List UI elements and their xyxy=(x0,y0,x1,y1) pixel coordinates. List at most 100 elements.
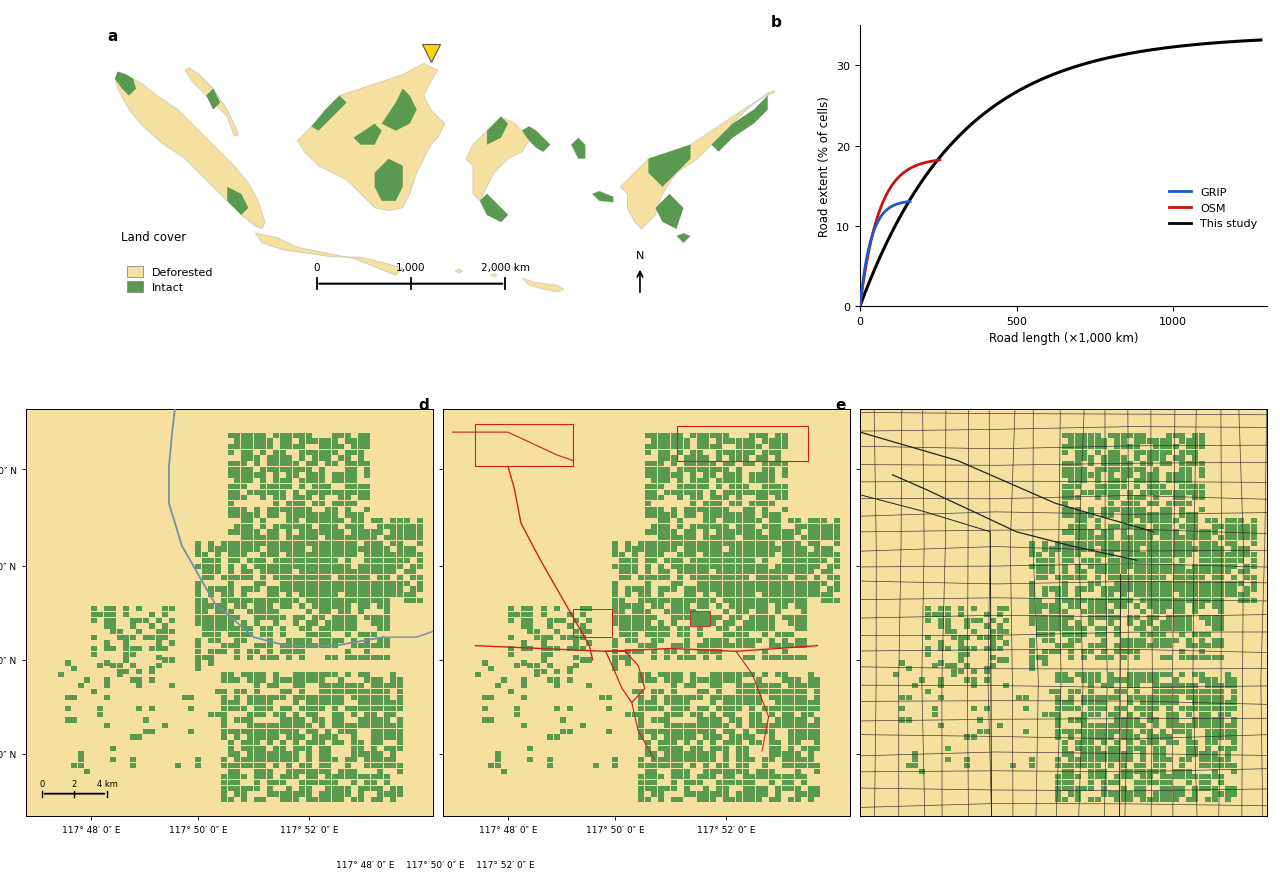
Bar xyxy=(795,541,800,546)
Bar xyxy=(234,433,241,438)
Bar xyxy=(645,701,650,706)
Bar xyxy=(762,485,768,490)
Bar xyxy=(365,536,370,541)
Bar xyxy=(1231,735,1238,740)
Bar xyxy=(1153,797,1160,802)
Bar xyxy=(782,774,787,780)
Bar xyxy=(325,575,332,580)
Bar xyxy=(723,507,728,512)
Bar xyxy=(365,581,370,587)
Bar xyxy=(221,649,227,654)
Bar xyxy=(365,598,370,603)
Bar xyxy=(710,735,716,740)
Bar xyxy=(1172,581,1179,587)
Bar xyxy=(195,637,201,643)
Bar xyxy=(293,564,298,569)
Bar xyxy=(964,757,970,762)
Bar xyxy=(312,598,319,603)
Bar xyxy=(273,524,279,529)
Bar xyxy=(1185,683,1192,688)
Bar xyxy=(547,735,553,740)
Bar xyxy=(1088,456,1094,461)
Bar xyxy=(397,694,403,700)
Bar xyxy=(690,456,696,461)
Bar xyxy=(1069,768,1074,774)
Bar xyxy=(137,678,142,683)
Bar xyxy=(645,581,650,587)
Bar xyxy=(625,558,631,564)
Bar xyxy=(1172,518,1179,523)
Polygon shape xyxy=(375,160,403,202)
Bar xyxy=(1166,473,1172,479)
Bar xyxy=(221,609,227,615)
Bar xyxy=(1172,564,1179,569)
Bar xyxy=(742,763,749,768)
Bar xyxy=(378,740,384,745)
Bar xyxy=(1160,564,1166,569)
Bar xyxy=(1134,689,1139,694)
Bar xyxy=(358,450,364,456)
Bar xyxy=(338,621,344,626)
Bar xyxy=(768,740,774,745)
Bar xyxy=(1069,598,1074,603)
Bar xyxy=(1206,536,1211,541)
Bar xyxy=(1153,467,1160,472)
Bar xyxy=(1172,678,1179,683)
Bar xyxy=(247,587,253,592)
Bar xyxy=(228,444,233,450)
Bar xyxy=(677,427,808,461)
Bar xyxy=(332,444,338,450)
Bar xyxy=(1147,632,1153,637)
Bar xyxy=(156,655,161,660)
Bar xyxy=(782,558,787,564)
Bar xyxy=(905,666,911,672)
Bar xyxy=(319,609,325,615)
Bar xyxy=(768,587,774,592)
Bar xyxy=(365,604,370,609)
Bar xyxy=(1004,607,1010,612)
Bar xyxy=(390,564,397,569)
Bar xyxy=(1206,547,1211,552)
Bar xyxy=(1062,541,1068,546)
Bar xyxy=(749,536,755,541)
Bar xyxy=(730,780,736,785)
Bar xyxy=(1179,473,1185,479)
Bar xyxy=(228,462,233,467)
Bar xyxy=(925,646,931,651)
Bar xyxy=(312,529,319,535)
Bar xyxy=(671,529,677,535)
Bar xyxy=(795,694,800,700)
Bar xyxy=(1179,627,1185,631)
Bar xyxy=(397,746,403,752)
Bar xyxy=(300,433,305,438)
Bar xyxy=(1069,649,1074,654)
Bar xyxy=(658,740,664,745)
Bar xyxy=(1140,587,1146,592)
Bar xyxy=(801,587,808,592)
Bar xyxy=(671,439,677,444)
Bar xyxy=(234,490,241,495)
Bar xyxy=(527,746,534,752)
Bar xyxy=(658,570,664,575)
Bar xyxy=(677,496,684,500)
Bar xyxy=(1140,496,1146,500)
Bar xyxy=(201,615,207,621)
Bar xyxy=(1185,575,1192,580)
Bar xyxy=(938,618,945,623)
Bar xyxy=(696,752,703,757)
Bar xyxy=(1212,575,1217,580)
Bar xyxy=(540,652,547,658)
Bar xyxy=(710,564,716,569)
Bar xyxy=(690,541,696,546)
Bar xyxy=(723,462,728,467)
Bar xyxy=(332,507,338,512)
Bar xyxy=(1029,621,1036,626)
Bar xyxy=(253,529,260,535)
Bar xyxy=(696,485,703,490)
Bar xyxy=(1231,529,1238,535)
Bar xyxy=(671,644,677,649)
Bar xyxy=(1219,637,1225,643)
Bar xyxy=(645,462,650,467)
Bar xyxy=(1114,678,1120,683)
Bar xyxy=(1075,797,1082,802)
